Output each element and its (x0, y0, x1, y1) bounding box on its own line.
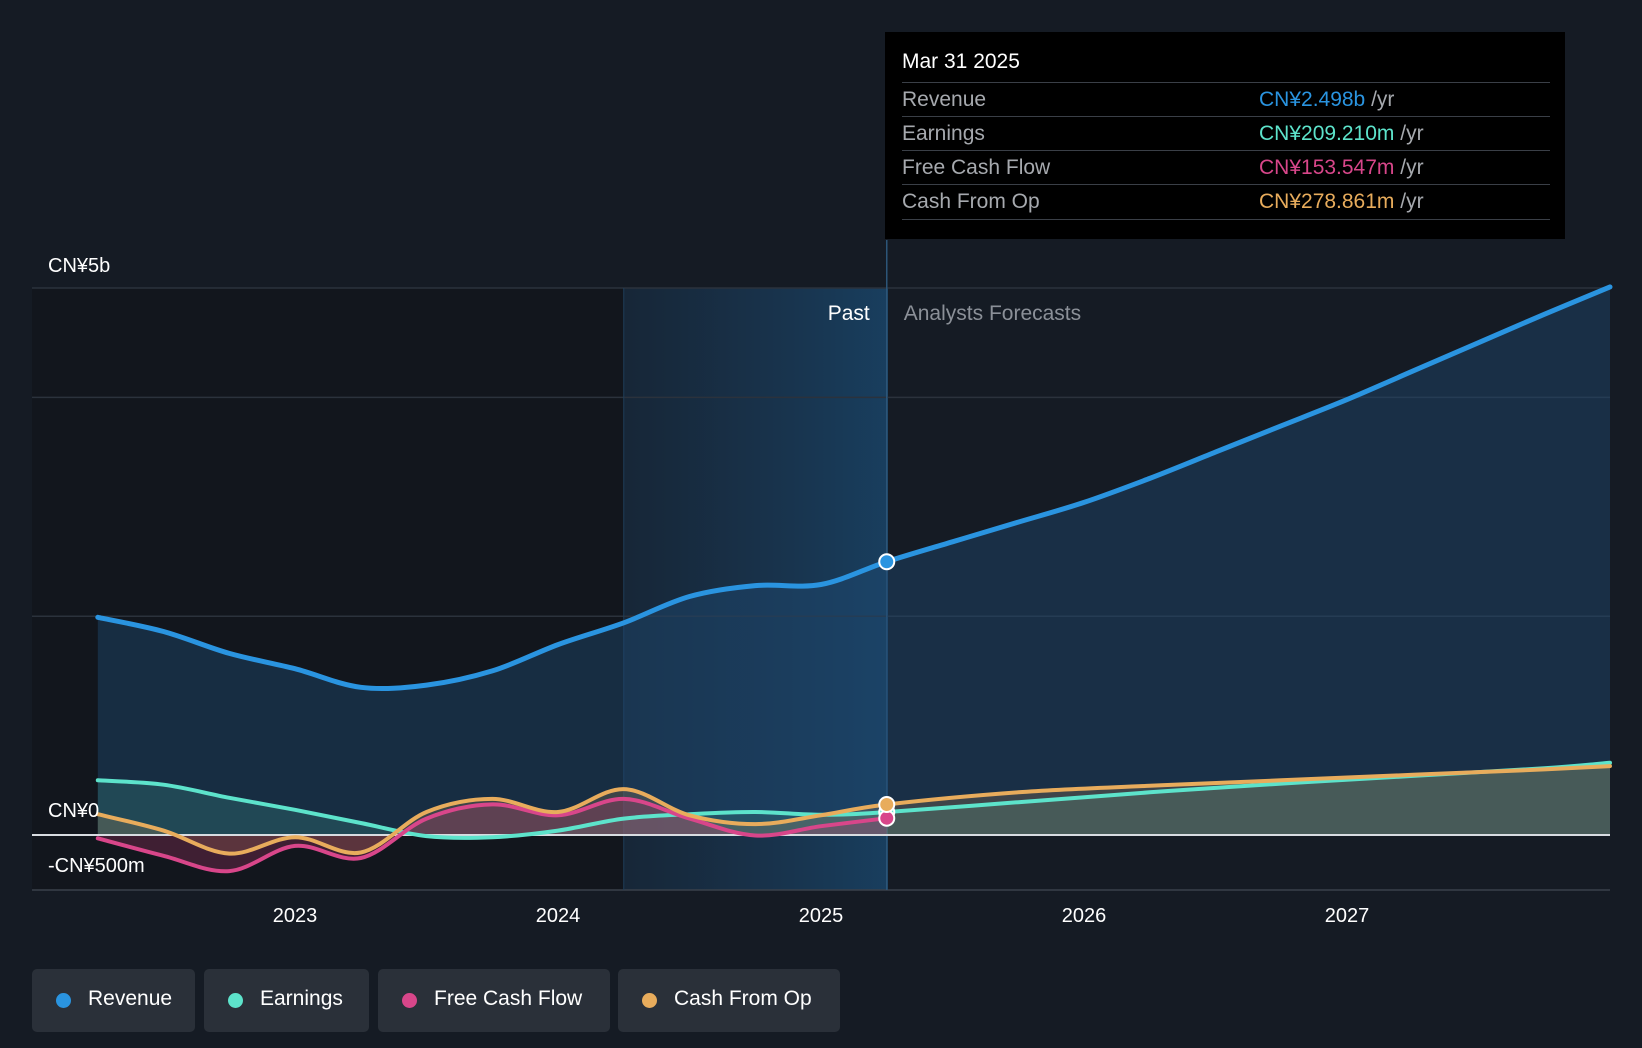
series-lines (32, 284, 1613, 874)
tooltip-label: Earnings (902, 122, 985, 145)
plot-left-background (32, 288, 624, 890)
marker-cash-from-op (878, 795, 896, 813)
forecast-label: Analysts Forecasts (904, 302, 1081, 325)
line-revenue (95, 284, 1613, 692)
tooltip-date: Mar 31 2025 (902, 50, 1020, 73)
legend-dot-icon (642, 993, 657, 1008)
tooltip-label: Cash From Op (902, 190, 1040, 213)
y-tick-label: CN¥5b (48, 255, 110, 277)
tooltip-amount: CN¥209.210m (1259, 122, 1395, 145)
tooltip-row-cash-from-op: Cash From Op CN¥278.861m /yr (902, 184, 1550, 220)
x-tick-label: 2023 (273, 905, 318, 927)
tooltip-unit: /yr (1400, 122, 1424, 145)
tooltip-unit: /yr (1371, 88, 1395, 111)
tooltip-row-revenue: Revenue CN¥2.498b /yr (902, 82, 1550, 117)
tooltip-unit: /yr (1400, 190, 1424, 213)
tooltip-amount: CN¥2.498b (1259, 88, 1366, 111)
x-tick-label: 2025 (799, 905, 844, 927)
tooltip-label: Free Cash Flow (902, 156, 1051, 179)
tooltip-unit: /yr (1400, 156, 1424, 179)
area-earnings (97, 762, 1610, 838)
legend-dot-icon (56, 993, 71, 1008)
tooltip-amount: CN¥278.861m (1259, 190, 1395, 213)
tooltip-label: Revenue (902, 88, 987, 111)
legend-label: Cash From Op (674, 987, 812, 1010)
chart-overlay: CN¥5b CN¥0 -CN¥500m 2023 2024 2025 2026 2027 Pas… (48, 255, 1369, 927)
y-tick-label: CN¥0 (48, 800, 99, 822)
tooltip-row-free-cash-flow: Free Cash Flow CN¥153.547m /yr (902, 150, 1550, 185)
legend-item-earnings[interactable]: Earnings (204, 969, 369, 1032)
legend-item-free-cash-flow[interactable]: Free Cash Flow (378, 969, 610, 1032)
tooltip-value: CN¥278.861m /yr (1259, 190, 1424, 214)
x-tick-label: 2024 (536, 905, 581, 927)
x-tick-label: 2026 (1062, 905, 1107, 927)
legend-item-revenue[interactable]: Revenue (32, 969, 195, 1032)
legend-label: Free Cash Flow (434, 987, 583, 1010)
past-band (624, 288, 888, 890)
legend-label: Earnings (260, 987, 343, 1010)
tooltip-value: CN¥209.210m /yr (1259, 122, 1424, 146)
legend-label: Revenue (88, 987, 173, 1010)
y-tick-label: -CN¥500m (48, 855, 145, 877)
line-earnings (95, 760, 1612, 840)
past-label: Past (828, 302, 870, 325)
area-revenue (97, 286, 1610, 835)
tooltip-value: CN¥2.498b /yr (1259, 88, 1394, 112)
line-cash-from-op (95, 764, 1612, 856)
tooltip-value: CN¥153.547m /yr (1259, 156, 1424, 180)
marker-revenue (878, 553, 896, 571)
tooltip-row-earnings: Earnings CN¥209.210m /yr (902, 116, 1550, 151)
legend-dot-icon (228, 993, 243, 1008)
x-tick-label: 2027 (1325, 905, 1370, 927)
tooltip: Mar 31 2025 Revenue CN¥2.498b /yr Earnin… (885, 32, 1565, 239)
line-free-cash-flow (95, 796, 889, 874)
legend-dot-icon (402, 993, 417, 1008)
legend-item-cash-from-op[interactable]: Cash From Op (618, 969, 840, 1032)
tooltip-amount: CN¥153.547m (1259, 156, 1395, 179)
